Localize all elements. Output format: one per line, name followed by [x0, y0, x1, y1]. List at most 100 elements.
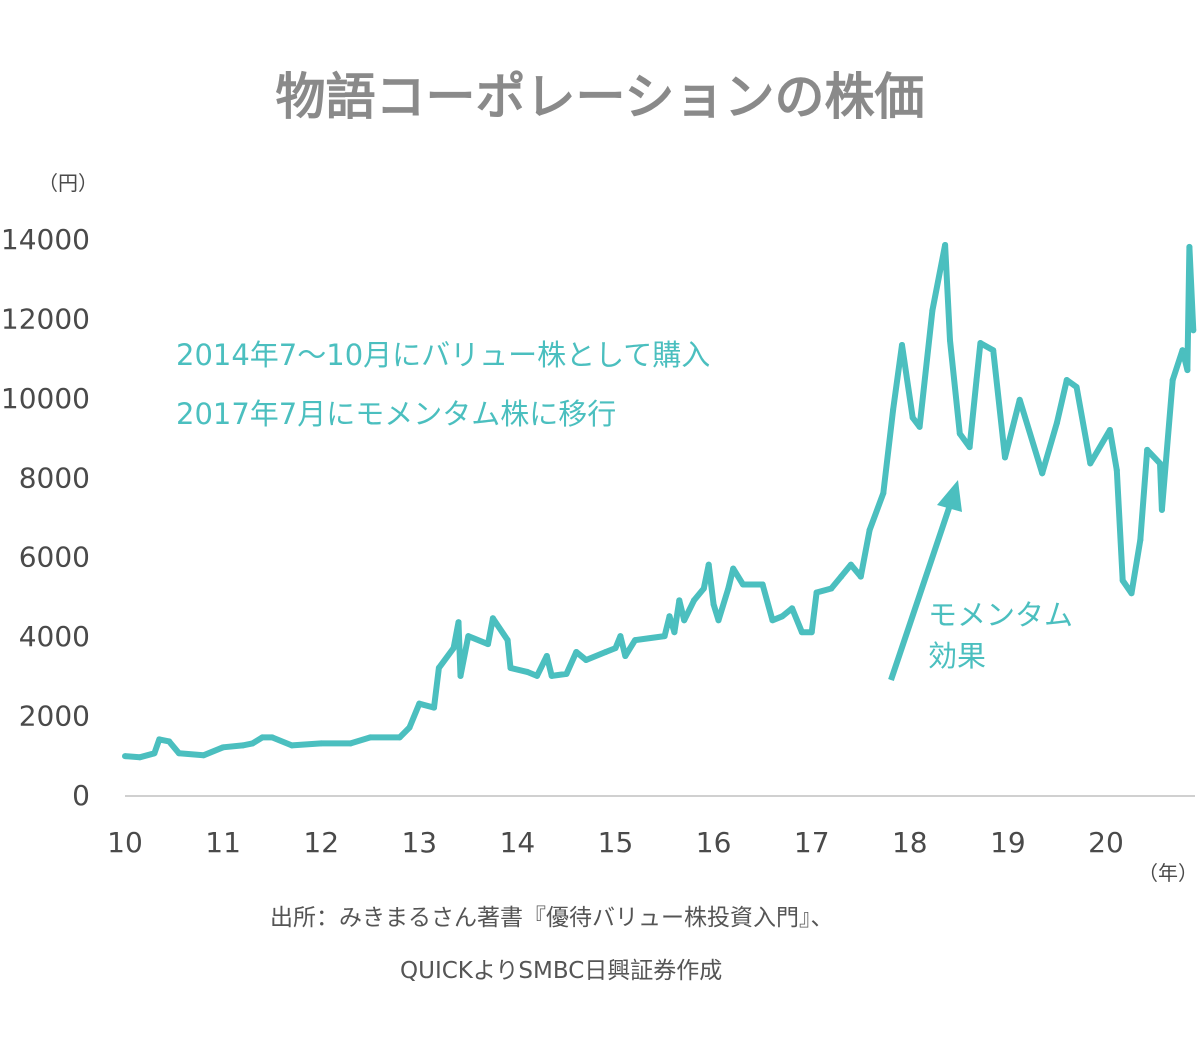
data-point	[622, 653, 629, 659]
data-point	[828, 585, 835, 592]
data-point	[455, 619, 462, 626]
data-point	[534, 672, 541, 679]
y-tick-label: 2000	[19, 700, 90, 733]
data-point	[671, 629, 678, 636]
data-point	[489, 615, 496, 622]
data-point	[632, 637, 639, 644]
data-point	[543, 653, 550, 659]
data-point	[916, 423, 923, 430]
data-point	[710, 601, 717, 608]
data-point	[524, 668, 531, 675]
data-point	[136, 754, 143, 761]
data-point	[504, 637, 511, 644]
data-point	[966, 444, 973, 451]
data-point	[175, 750, 182, 757]
data-point	[450, 645, 457, 652]
data-point	[435, 664, 442, 671]
x-tick-label: 17	[794, 826, 830, 859]
data-point	[1137, 537, 1144, 544]
data-point	[1144, 446, 1151, 453]
momentum-arrow-head	[937, 480, 962, 512]
x-tick-label: 18	[892, 826, 928, 859]
x-tick-label: 20	[1088, 826, 1124, 859]
data-point	[857, 573, 864, 580]
x-axis-unit: （年）	[1138, 861, 1198, 885]
data-point	[484, 641, 491, 648]
data-point	[769, 617, 776, 624]
data-point	[548, 672, 555, 679]
data-point	[1156, 460, 1163, 467]
data-point	[249, 740, 256, 747]
data-point	[1179, 347, 1186, 354]
data-point	[929, 307, 936, 314]
data-point	[681, 617, 688, 624]
x-tick-label: 13	[401, 826, 437, 859]
data-point	[725, 585, 732, 592]
data-point	[151, 750, 158, 757]
data-point	[573, 649, 580, 656]
data-point	[465, 633, 472, 640]
data-point	[612, 645, 619, 652]
data-point	[813, 589, 820, 596]
data-point	[676, 597, 683, 604]
data-point	[690, 597, 697, 604]
data-point	[200, 752, 207, 759]
data-point	[898, 342, 905, 349]
data-point	[367, 734, 374, 741]
data-point	[715, 617, 722, 624]
data-point	[166, 738, 173, 745]
data-point	[798, 629, 805, 636]
data-point	[1186, 243, 1193, 250]
data-point	[239, 742, 246, 749]
data-point	[1158, 506, 1165, 513]
data-point	[1113, 467, 1120, 474]
annotation-effect: 効果	[928, 639, 986, 673]
data-point	[507, 664, 514, 671]
data-point	[416, 700, 423, 707]
data-point	[1087, 460, 1094, 467]
data-point	[1001, 454, 1008, 461]
data-point	[1039, 470, 1046, 477]
data-point	[890, 406, 897, 413]
data-point	[583, 656, 590, 663]
source-line-1: 出所：みきまるさん著書『優待バリュー株投資入門』、	[270, 905, 834, 931]
data-point	[1169, 376, 1176, 383]
data-point	[1063, 376, 1070, 383]
y-tick-label: 0	[72, 779, 90, 812]
annotation-momentum-shift: 2017年7月にモメンタム株に移行	[176, 397, 616, 431]
chart-title: 物語コーポレーションの株価	[276, 68, 925, 126]
data-point	[866, 527, 873, 534]
x-tick-label: 14	[500, 826, 536, 859]
y-tick-label: 4000	[19, 620, 90, 653]
data-point	[288, 742, 295, 749]
data-point	[789, 605, 796, 612]
data-point	[617, 633, 624, 640]
data-point	[740, 581, 747, 588]
data-point	[730, 565, 737, 572]
x-tick-label: 15	[598, 826, 634, 859]
x-tick-label: 10	[107, 826, 143, 859]
data-point	[880, 490, 887, 497]
data-point	[1073, 384, 1080, 391]
x-tick-label: 12	[303, 826, 339, 859]
data-point	[406, 724, 413, 731]
data-point	[977, 340, 984, 347]
series-line	[124, 242, 1197, 761]
data-point	[808, 629, 815, 636]
data-point	[1190, 327, 1197, 334]
momentum-arrow-shaft	[888, 504, 953, 681]
data-point	[602, 649, 609, 656]
data-point	[156, 736, 163, 743]
data-point	[1016, 396, 1023, 403]
data-point	[847, 561, 854, 568]
y-tick-label: 12000	[1, 302, 90, 335]
data-point	[1128, 590, 1135, 597]
data-point	[396, 734, 403, 741]
y-tick-label: 6000	[19, 541, 90, 574]
data-point	[347, 740, 354, 747]
data-point	[1053, 419, 1060, 426]
data-point	[942, 241, 949, 248]
data-point	[122, 753, 128, 760]
data-point	[269, 734, 276, 741]
data-point	[431, 704, 438, 711]
